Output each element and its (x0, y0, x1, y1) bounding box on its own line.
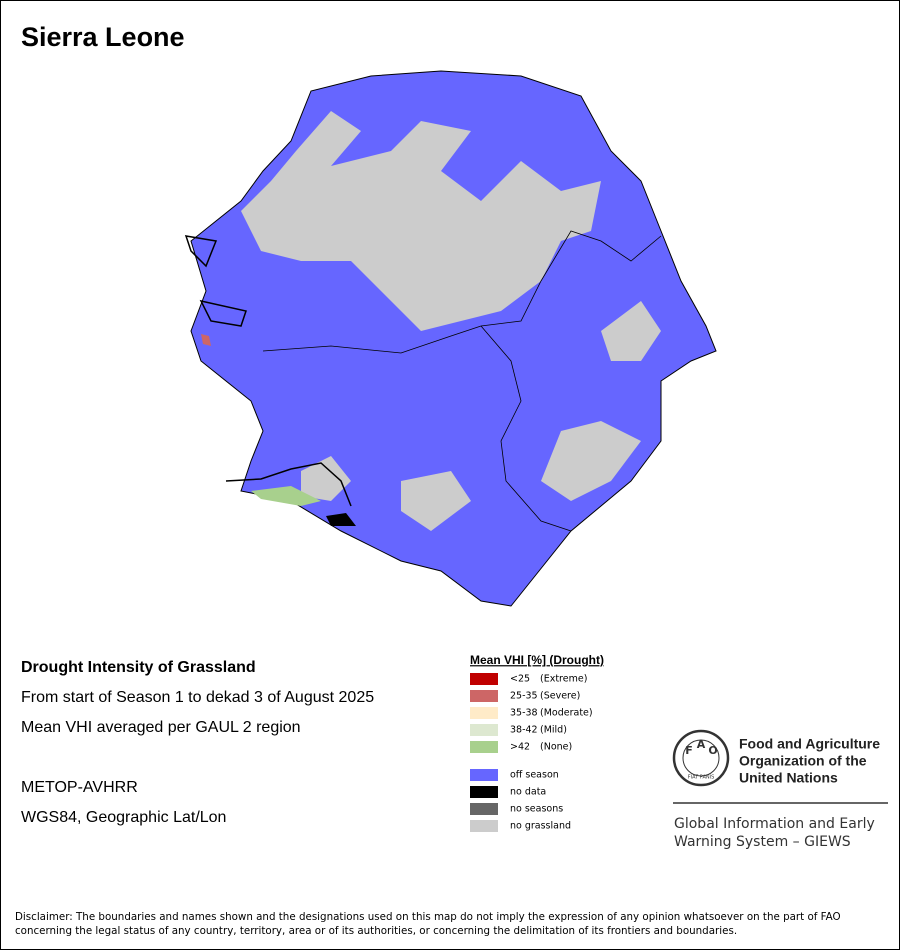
legend-swatch (470, 820, 498, 832)
logo-motto: FIAT PANIS (688, 775, 715, 781)
logo-letter: A (697, 738, 706, 751)
legend-note: (Extreme) (540, 674, 587, 685)
legend-label: 35-38 (510, 708, 538, 719)
logo-org: Food and Agriculture (739, 736, 880, 752)
country-map (184, 70, 717, 607)
legend-note: (Severe) (540, 691, 580, 702)
legend-title: Mean VHI [%] (Drought) (470, 653, 604, 667)
legend-label: >42 (510, 742, 530, 753)
legend-label: no data (510, 787, 546, 798)
legend-note: (Mild) (540, 725, 567, 736)
map-title: Sierra Leone (21, 22, 185, 52)
fao-logo: F A O FIAT PANIS Food and Agriculture Or… (672, 729, 888, 850)
info-projection: WGS84, Geographic Lat/Lon (21, 809, 226, 826)
info-sensor: METOP-AVHRR (21, 779, 138, 796)
logo-org: United Nations (739, 770, 838, 786)
logo-system: Warning System – GIEWS (674, 834, 851, 850)
logo-org: Organization of the (739, 753, 867, 769)
legend-label: no grassland (510, 821, 571, 832)
legend-label: off season (510, 770, 559, 781)
info-line: Mean VHI averaged per GAUL 2 region (21, 719, 301, 736)
disclaimer: concerning the legal status of any count… (15, 925, 737, 937)
legend-label: no seasons (510, 804, 563, 815)
disclaimer: Disclaimer: The boundaries and names sho… (15, 911, 841, 923)
logo-letter: F (685, 744, 693, 757)
legend-note: (Moderate) (540, 708, 593, 719)
legend-label: 25-35 (510, 691, 538, 702)
legend-swatch (470, 673, 498, 685)
legend-swatch (470, 741, 498, 753)
legend-note: (None) (540, 742, 572, 753)
legend-swatch (470, 769, 498, 781)
legend-swatch (470, 690, 498, 702)
info-line: From start of Season 1 to dekad 3 of Aug… (21, 689, 374, 706)
legend-swatch (470, 707, 498, 719)
legend-label: <25 (510, 674, 530, 685)
legend-label: 38-42 (510, 725, 538, 736)
logo-system: Global Information and Early (674, 816, 875, 832)
legend-swatch (470, 803, 498, 815)
legend: <25 (Extreme)25-35 (Severe)35-38 (Moderate)… (470, 673, 593, 832)
logo-letter: O (708, 744, 717, 757)
legend-swatch (470, 786, 498, 798)
info-heading: Drought Intensity of Grassland (21, 659, 256, 676)
legend-swatch (470, 724, 498, 736)
